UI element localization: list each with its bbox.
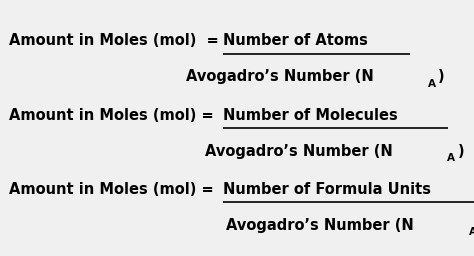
Text: ): ) <box>457 144 464 158</box>
Text: ): ) <box>438 69 445 84</box>
Text: A: A <box>447 153 455 163</box>
Text: A: A <box>428 79 436 89</box>
Text: Avogadro’s Number (N: Avogadro’s Number (N <box>205 144 392 158</box>
Text: Number of Atoms: Number of Atoms <box>223 34 368 48</box>
Text: Amount in Moles (mol) =: Amount in Moles (mol) = <box>9 182 214 197</box>
Text: Avogadro’s Number (N: Avogadro’s Number (N <box>186 69 374 84</box>
Text: Amount in Moles (mol)  =: Amount in Moles (mol) = <box>9 34 219 48</box>
Text: Amount in Moles (mol) =: Amount in Moles (mol) = <box>9 108 214 123</box>
Text: Number of Formula Units: Number of Formula Units <box>223 182 431 197</box>
Text: Number of Molecules: Number of Molecules <box>223 108 398 123</box>
Text: Avogadro’s Number (N: Avogadro’s Number (N <box>227 218 414 233</box>
Text: A: A <box>469 227 474 238</box>
